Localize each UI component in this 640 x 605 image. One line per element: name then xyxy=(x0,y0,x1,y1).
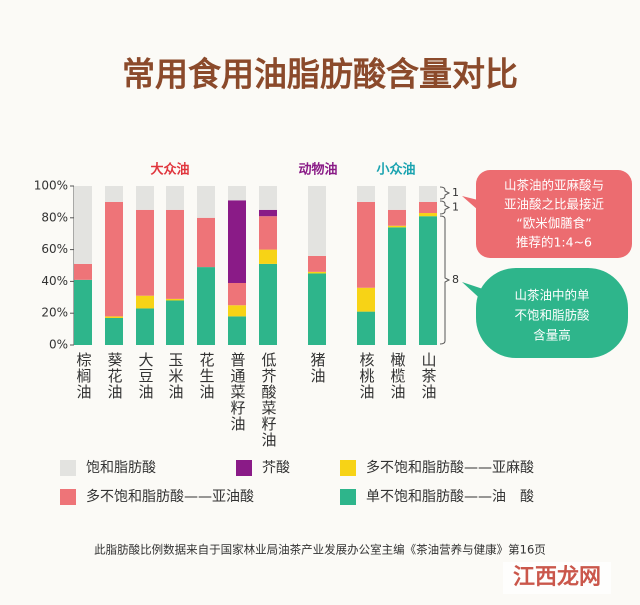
bar-segment xyxy=(136,308,154,345)
legend-label: 单不饱和脂肪酸——油 酸 xyxy=(366,489,534,505)
bar-segment xyxy=(419,186,437,202)
x-tick-label: 普通菜籽油 xyxy=(229,352,247,432)
bar-segment xyxy=(166,298,184,301)
bar-segment xyxy=(74,263,92,280)
bar-segment xyxy=(419,213,437,217)
x-tick-label: 核桃油 xyxy=(358,352,376,400)
bar-segment xyxy=(259,249,277,264)
brace xyxy=(439,215,451,345)
callout-box xyxy=(476,268,628,358)
callout-text: 推荐的1:4~6 xyxy=(516,235,592,250)
legend-swatch xyxy=(60,460,76,476)
bar-segment xyxy=(105,317,123,345)
bar-segment xyxy=(136,186,154,210)
x-tick-label: 葵花油 xyxy=(106,352,124,400)
legend-swatch xyxy=(60,489,76,505)
bar-segment xyxy=(308,255,326,272)
bar-segment xyxy=(419,201,437,214)
bar-segment xyxy=(105,201,123,317)
watermark-bg xyxy=(503,562,611,594)
x-tick-label: 山茶油 xyxy=(420,352,438,400)
bar-segment xyxy=(228,282,246,306)
brace xyxy=(439,186,451,200)
y-tick-label: 100% xyxy=(34,179,68,193)
callout-text: 含量高 xyxy=(533,328,571,343)
x-tick-label: 大豆油 xyxy=(137,352,155,400)
bar-segment xyxy=(105,316,123,318)
x-tick-label: 玉米油 xyxy=(167,352,185,400)
brace-label: 1 xyxy=(452,186,459,199)
brace-label: 1 xyxy=(452,201,459,214)
bar-segment xyxy=(388,227,406,345)
bar-segment xyxy=(228,186,246,201)
bar-segment xyxy=(419,216,437,345)
x-tick-label: 低芥酸菜籽油 xyxy=(260,352,278,448)
bar-segment xyxy=(357,311,375,345)
bar-segment xyxy=(136,209,154,296)
bar-segment xyxy=(166,300,184,345)
bar-segment xyxy=(388,209,406,226)
bar-segment xyxy=(197,186,215,218)
bar-segment xyxy=(197,217,215,268)
bar-segment xyxy=(228,316,246,345)
x-tick-label: 橄榄油 xyxy=(389,352,407,400)
bar-segment xyxy=(388,225,406,228)
callout-text: “欧米伽膳食” xyxy=(516,216,591,231)
bar-segment xyxy=(197,267,215,345)
bar-segment xyxy=(308,186,326,256)
y-tick-label: 20% xyxy=(41,306,68,320)
legend-label: 多不饱和脂肪酸——亚麻酸 xyxy=(366,459,534,476)
chart-title: 常用食用油脂肪酸含量对比 xyxy=(122,55,518,94)
bar-segment xyxy=(308,271,326,274)
bar-segment xyxy=(136,295,154,309)
source-note: 此脂肪酸比例数据来自于国家林业局油茶产业发展办公室主编《茶油营养与健康》第16页 xyxy=(94,543,546,557)
bar-segment xyxy=(259,186,277,210)
y-tick-label: 40% xyxy=(41,274,68,288)
brace-label: 8 xyxy=(452,273,459,286)
legend-label: 饱和脂肪酸 xyxy=(86,460,156,476)
bar-segment xyxy=(259,263,277,345)
bar-segment xyxy=(388,186,406,210)
callout-text: 山茶油的亚麻酸与 xyxy=(504,178,604,193)
y-tick-label: 60% xyxy=(41,242,68,256)
bar-segment xyxy=(228,305,246,317)
callout-text: 不饱和脂肪酸 xyxy=(514,308,590,323)
callout-text: 亚油酸之比最接近 xyxy=(504,197,605,212)
legend-swatch xyxy=(340,460,356,476)
bar-segment xyxy=(259,209,277,217)
callout-tail xyxy=(462,196,478,210)
callout-box xyxy=(476,170,632,258)
bar-segment xyxy=(166,186,184,210)
legend-label: 芥酸 xyxy=(262,460,290,476)
bar-segment xyxy=(74,186,92,264)
group-label: 小众油 xyxy=(376,162,415,178)
bar-segment xyxy=(308,273,326,345)
legend-label: 多不饱和脂肪酸——亚油酸 xyxy=(86,488,254,505)
y-tick-label: 0% xyxy=(49,338,68,352)
bar-segment xyxy=(105,186,123,202)
bar-segment xyxy=(166,209,184,299)
legend-swatch xyxy=(340,489,356,505)
group-label: 大众油 xyxy=(150,162,189,178)
group-label: 动物油 xyxy=(298,162,337,178)
bar-segment xyxy=(228,200,246,283)
x-tick-label: 花生油 xyxy=(198,352,216,400)
watermark: 江西龙网 xyxy=(513,565,601,590)
x-tick-label: 猪油 xyxy=(309,352,327,384)
brace xyxy=(439,200,451,215)
bar-segment xyxy=(357,201,375,288)
y-tick-label: 80% xyxy=(41,210,68,224)
bar-segment xyxy=(259,216,277,250)
callout-text: 山茶油中的单 xyxy=(514,288,589,303)
bar-segment xyxy=(74,279,92,345)
bar-segment xyxy=(357,186,375,202)
legend-swatch xyxy=(236,460,252,476)
bar-segment xyxy=(357,287,375,312)
x-tick-label: 棕榈油 xyxy=(75,352,93,400)
